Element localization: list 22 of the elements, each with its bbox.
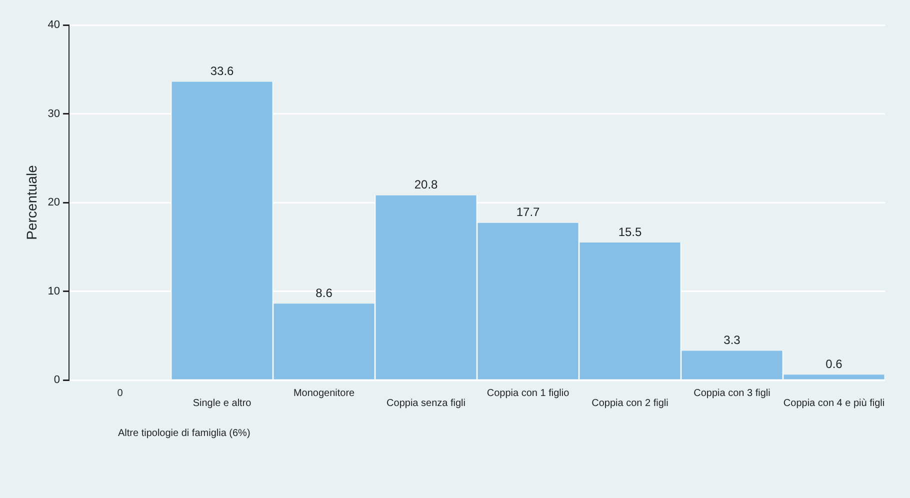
y-tick-label: 40 [48, 19, 60, 32]
x-tick-label: 0 [117, 388, 124, 399]
y-tick-label: 20 [48, 196, 60, 209]
y-tick-label: 30 [48, 108, 60, 120]
x-tick-label: Coppia con 1 figlio [486, 388, 570, 399]
data-label: 33.6 [210, 64, 234, 78]
x-tick-label: Coppia con 2 figli [592, 398, 668, 409]
y-tick-label: 0 [54, 374, 60, 386]
y-tick-label: 10 [48, 285, 60, 298]
data-label: 8.6 [316, 286, 333, 300]
data-label: 0.6 [826, 356, 843, 371]
x-tick-label: Coppia senza figli [386, 398, 466, 409]
data-label: 3.3 [724, 333, 741, 348]
x-tick-label: Coppia con 4 e più figli [783, 398, 885, 409]
x-tick-label: Monogenitore [293, 388, 356, 399]
text: Altre tipologie di famiglia (6%) [118, 428, 250, 439]
x-tick-label: Coppia con 3 figli [694, 388, 770, 399]
data-label: 20.8 [414, 178, 438, 192]
data-label: 17.7 [516, 205, 540, 220]
data-label: 15.5 [618, 224, 642, 239]
x-tick-label: Single e altro [192, 398, 252, 409]
y-axis-title: Percentuale [23, 164, 40, 240]
